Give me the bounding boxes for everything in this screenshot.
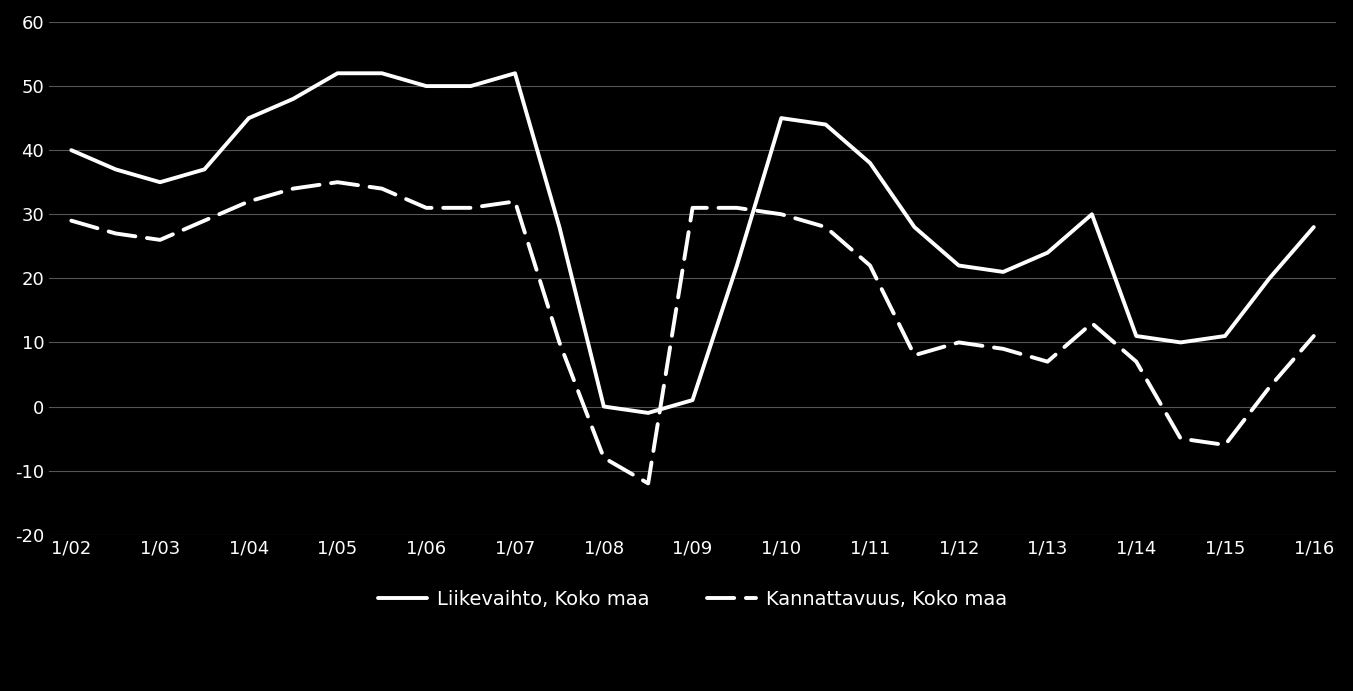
Kannattavuus, Koko maa xyxy=(463,204,479,212)
Kannattavuus, Koko maa xyxy=(285,184,302,193)
Kannattavuus, Koko maa xyxy=(241,198,257,206)
Kannattavuus, Koko maa xyxy=(640,480,656,488)
Kannattavuus, Koko maa xyxy=(1216,441,1233,449)
Liikevaihto, Koko maa xyxy=(1306,223,1322,231)
Kannattavuus, Koko maa xyxy=(862,261,878,269)
Liikevaihto, Koko maa xyxy=(507,69,524,77)
Liikevaihto, Koko maa xyxy=(551,223,567,231)
Liikevaihto, Koko maa xyxy=(329,69,345,77)
Liikevaihto, Koko maa xyxy=(685,396,701,404)
Liikevaihto, Koko maa xyxy=(729,261,746,269)
Liikevaihto, Koko maa xyxy=(418,82,434,91)
Kannattavuus, Koko maa xyxy=(196,216,212,225)
Line: Kannattavuus, Koko maa: Kannattavuus, Koko maa xyxy=(72,182,1314,484)
Liikevaihto, Koko maa xyxy=(1216,332,1233,340)
Liikevaihto, Koko maa xyxy=(285,95,302,103)
Liikevaihto, Koko maa xyxy=(241,114,257,122)
Kannattavuus, Koko maa xyxy=(907,351,923,359)
Kannattavuus, Koko maa xyxy=(329,178,345,187)
Kannattavuus, Koko maa xyxy=(1128,357,1145,366)
Liikevaihto, Koko maa xyxy=(463,82,479,91)
Liikevaihto, Koko maa xyxy=(640,409,656,417)
Liikevaihto, Koko maa xyxy=(907,223,923,231)
Liikevaihto, Koko maa xyxy=(817,120,833,129)
Kannattavuus, Koko maa xyxy=(507,198,524,206)
Kannattavuus, Koko maa xyxy=(418,204,434,212)
Kannattavuus, Koko maa xyxy=(373,184,390,193)
Kannattavuus, Koko maa xyxy=(1173,435,1189,443)
Kannattavuus, Koko maa xyxy=(1039,357,1055,366)
Liikevaihto, Koko maa xyxy=(1128,332,1145,340)
Line: Liikevaihto, Koko maa: Liikevaihto, Koko maa xyxy=(72,73,1314,413)
Liikevaihto, Koko maa xyxy=(152,178,168,187)
Kannattavuus, Koko maa xyxy=(685,204,701,212)
Kannattavuus, Koko maa xyxy=(152,236,168,244)
Kannattavuus, Koko maa xyxy=(951,339,967,347)
Liikevaihto, Koko maa xyxy=(862,159,878,167)
Liikevaihto, Koko maa xyxy=(1173,339,1189,347)
Liikevaihto, Koko maa xyxy=(773,114,789,122)
Liikevaihto, Koko maa xyxy=(951,261,967,269)
Liikevaihto, Koko maa xyxy=(595,402,612,410)
Kannattavuus, Koko maa xyxy=(107,229,123,238)
Kannattavuus, Koko maa xyxy=(817,223,833,231)
Legend: Liikevaihto, Koko maa, Kannattavuus, Koko maa: Liikevaihto, Koko maa, Kannattavuus, Kok… xyxy=(371,583,1015,617)
Liikevaihto, Koko maa xyxy=(64,146,80,154)
Liikevaihto, Koko maa xyxy=(107,165,123,173)
Kannattavuus, Koko maa xyxy=(1261,383,1277,391)
Liikevaihto, Koko maa xyxy=(1039,249,1055,257)
Kannattavuus, Koko maa xyxy=(994,345,1011,353)
Liikevaihto, Koko maa xyxy=(1261,274,1277,283)
Kannattavuus, Koko maa xyxy=(551,339,567,347)
Liikevaihto, Koko maa xyxy=(373,69,390,77)
Kannattavuus, Koko maa xyxy=(1306,332,1322,340)
Liikevaihto, Koko maa xyxy=(994,268,1011,276)
Kannattavuus, Koko maa xyxy=(595,453,612,462)
Liikevaihto, Koko maa xyxy=(1084,210,1100,218)
Liikevaihto, Koko maa xyxy=(196,165,212,173)
Kannattavuus, Koko maa xyxy=(729,204,746,212)
Kannattavuus, Koko maa xyxy=(64,216,80,225)
Kannattavuus, Koko maa xyxy=(773,210,789,218)
Kannattavuus, Koko maa xyxy=(1084,319,1100,328)
